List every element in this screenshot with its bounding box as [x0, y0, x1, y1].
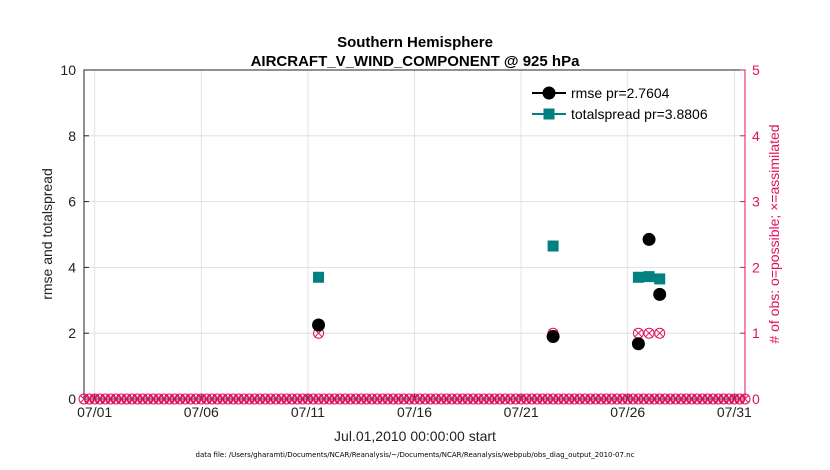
obs-possible-marker: [632, 393, 644, 405]
obs-assimilated-marker: [314, 394, 323, 404]
y-tick-label: 2: [68, 325, 76, 341]
right-y-tick-label: 0: [752, 391, 760, 407]
y-tick-label: 10: [60, 62, 76, 78]
y-tick-label: 4: [68, 259, 76, 275]
rmse-point: [631, 337, 645, 351]
rmse-point: [653, 287, 667, 301]
right-y-tick-label: 4: [752, 128, 760, 144]
obs-possible-marker: [313, 393, 325, 405]
x-axis-label: Jul.01,2010 00:00:00 start: [334, 428, 496, 444]
obs-assimilated-marker: [644, 394, 654, 404]
obs-assimilated-marker: [634, 328, 643, 338]
obs-assimilated-marker: [655, 394, 665, 404]
obs-assimilated-marker: [655, 328, 665, 338]
obs-assimilated-marker: [740, 394, 750, 404]
obs-count-markers: [78, 327, 751, 405]
right-y-tick-label: 2: [752, 259, 760, 275]
chart-title-line2: AIRCRAFT_V_WIND_COMPONENT @ 925 hPa: [251, 53, 581, 70]
x-tick-label: 07/06: [184, 404, 219, 420]
obs-possible-marker: [654, 327, 666, 339]
obs-possible-marker: [654, 393, 666, 405]
rmse-point: [546, 329, 560, 343]
chart: Southern Hemisphere AIRCRAFT_V_WIND_COMP…: [39, 34, 782, 444]
x-tick-label: 07/11: [291, 404, 325, 420]
obs-possible-marker: [643, 393, 655, 405]
legend-totalspread-label: totalspread pr=3.8806: [571, 106, 708, 122]
legend: rmse pr=2.7604 totalspread pr=3.8806: [532, 85, 708, 122]
obs-assimilated-marker: [644, 328, 654, 338]
x-tick-label: 07/21: [504, 404, 539, 420]
data-series: [312, 232, 667, 351]
x-tick-label: 07/26: [610, 404, 645, 420]
totalspread-point: [643, 271, 655, 283]
y-axis-label: rmse and totalspread: [39, 168, 55, 300]
obs-assimilated-marker: [548, 394, 558, 404]
legend-rmse-label: rmse pr=2.7604: [571, 85, 670, 101]
y-tick-label: 8: [68, 128, 76, 144]
right-y-tick-label: 5: [752, 62, 760, 78]
y-axis-ticks: 0 2 4 6 8 10: [60, 62, 89, 407]
totalspread-point: [632, 271, 644, 283]
right-y-axis-label: # of obs: o=possible; ×=assimilated: [766, 124, 782, 343]
rmse-point: [642, 232, 656, 246]
y-tick-label: 0: [68, 391, 76, 407]
totalspread-point: [313, 271, 325, 283]
obs-possible-marker: [739, 393, 751, 405]
right-y-tick-label: 3: [752, 194, 760, 210]
y-tick-label: 6: [68, 194, 76, 210]
totalspread-point: [654, 273, 666, 285]
x-tick-label: 07/31: [717, 404, 752, 420]
obs-possible-marker: [643, 327, 655, 339]
obs-assimilated-marker: [634, 394, 643, 404]
data-file-caption: data file: /Users/gharamti/Documents/NCA…: [195, 451, 635, 459]
x-axis-ticks: 07/01 07/06 07/11 07/16 07/21 07/26 07/31: [77, 394, 752, 420]
rmse-point: [312, 318, 326, 332]
grid-lines: [84, 70, 745, 399]
x-tick-label: 07/16: [397, 404, 432, 420]
obs-possible-marker: [547, 393, 559, 405]
legend-rmse-marker: [542, 86, 556, 100]
totalspread-point: [547, 240, 559, 252]
right-y-tick-label: 1: [752, 325, 760, 341]
x-tick-label: 07/01: [77, 404, 112, 420]
right-y-axis-ticks: 0 1 2 3 4 5: [740, 62, 760, 407]
legend-totalspread-marker: [543, 108, 555, 120]
chart-title-line1: Southern Hemisphere: [337, 34, 493, 51]
